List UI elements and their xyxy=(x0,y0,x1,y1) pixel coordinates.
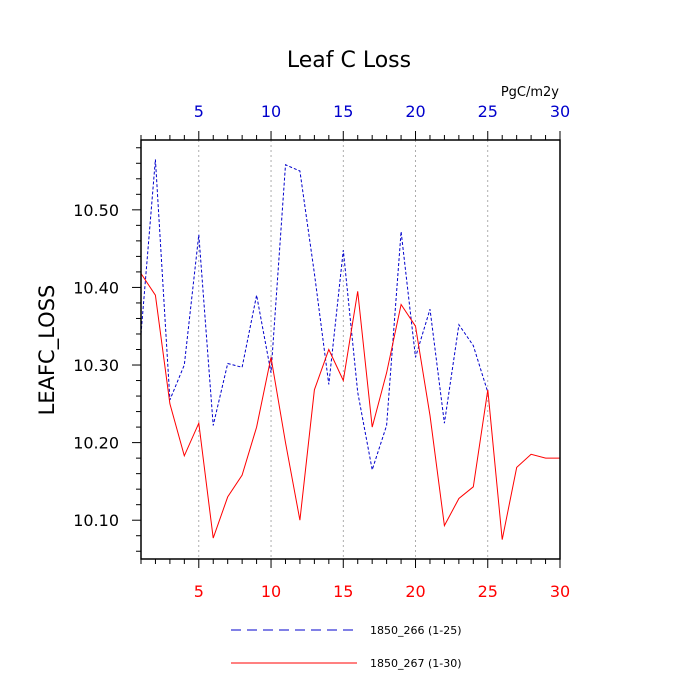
legend-label-series-2: 1850_267 (1-30) xyxy=(370,657,462,670)
x-tick-label-top-30: 30 xyxy=(550,102,570,121)
chart-title: Leaf C Loss xyxy=(287,48,411,73)
x-tick-label-bottom-15: 15 xyxy=(333,582,353,601)
x-tick-label-top-25: 25 xyxy=(478,102,498,121)
x-tick-label-top-20: 20 xyxy=(405,102,425,121)
legend-label-series-1: 1850_266 (1-25) xyxy=(370,624,462,637)
axis-ticks xyxy=(132,131,561,568)
legend: 1850_266 (1-25) 1850_267 (1-30) xyxy=(231,624,462,670)
y-tick-label-1: 10.20 xyxy=(73,434,119,453)
x-tick-label-bottom-5: 5 xyxy=(194,582,204,601)
tick-labels: 5 5 10 10 15 15 20 20 25 25 30 30 10.10 10.20 10.30 10.… xyxy=(73,102,570,601)
series-lines xyxy=(140,159,560,540)
y-tick-label-2: 10.30 xyxy=(73,356,119,375)
x-tick-label-bottom-20: 20 xyxy=(405,582,425,601)
series-line-2 xyxy=(140,273,560,540)
x-tick-label-bottom-25: 25 xyxy=(478,582,498,601)
x-tick-label-top-5: 5 xyxy=(194,102,204,121)
y-axis-label: LEAFC_LOSS xyxy=(35,285,60,416)
y-tick-label-4: 10.50 xyxy=(73,201,119,220)
plot-frame xyxy=(140,139,561,560)
x-tick-label-bottom-10: 10 xyxy=(261,582,281,601)
units-label: PgC/m2y xyxy=(501,85,559,100)
y-tick-label-3: 10.40 xyxy=(73,278,119,297)
grid-lines xyxy=(198,140,489,559)
series-line-1 xyxy=(140,159,489,470)
y-tick-label-0: 10.10 xyxy=(73,511,119,530)
x-tick-label-bottom-30: 30 xyxy=(550,582,570,601)
x-tick-label-top-15: 15 xyxy=(333,102,353,121)
x-tick-label-top-10: 10 xyxy=(261,102,281,121)
